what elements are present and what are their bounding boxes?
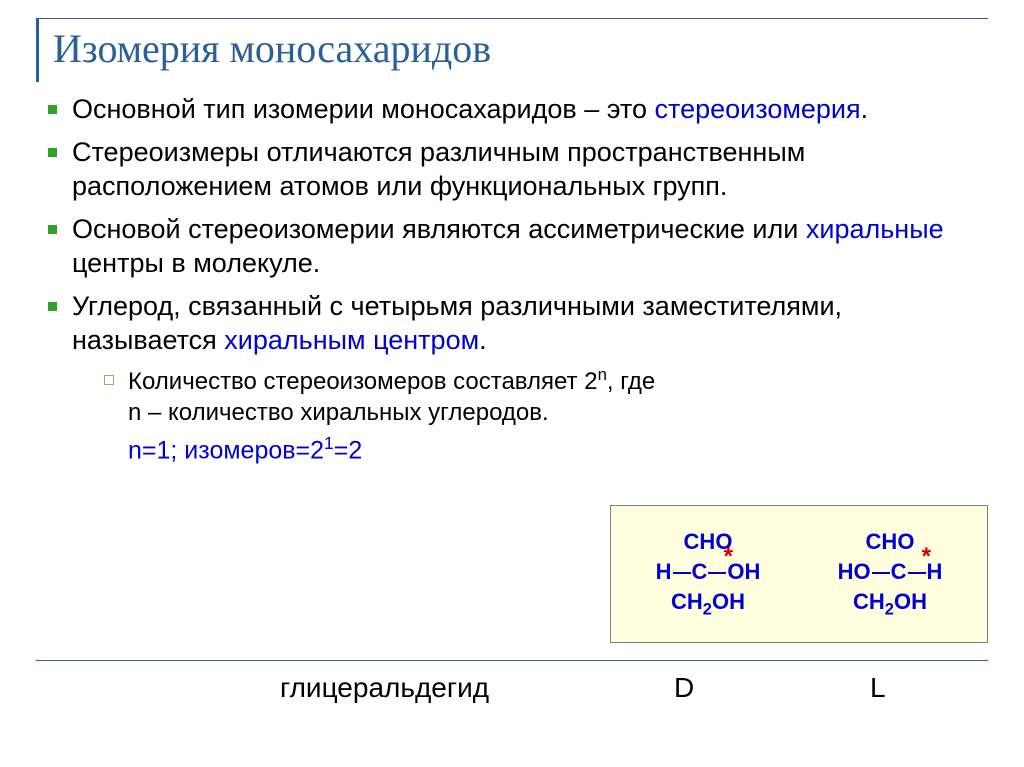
title-bar: Изомерия моносахаридов xyxy=(36,18,988,82)
l-c: C xyxy=(891,559,907,584)
chemistry-box: CHO HCOH * CH2OH CHO HOCH * CH2OH xyxy=(610,505,988,643)
b3-post: центры в молекуле. xyxy=(72,248,320,278)
d-row-center: HCOH * xyxy=(656,557,761,587)
b1-pre: Основной тип изомерии моносахаридов – эт… xyxy=(72,94,655,124)
sub-bullet-list: Количество стереоизомеров составляет 2n,… xyxy=(72,364,988,428)
molecule-l: CHO HOCH * CH2OH xyxy=(838,527,943,620)
l-sub2: 2 xyxy=(885,600,894,618)
b4-term: хиральным центром xyxy=(224,325,479,355)
l-ho: HO xyxy=(838,559,871,584)
b4-post: . xyxy=(479,325,487,355)
d-h: H xyxy=(656,559,672,584)
d-ch2: CH xyxy=(671,589,703,614)
formula-line: n=1; изомеров=21=2 xyxy=(72,432,988,466)
molecule-d: CHO HCOH * CH2OH xyxy=(656,527,761,620)
bond-icon xyxy=(673,572,691,574)
bullet-1: Основной тип изомерии моносахаридов – эт… xyxy=(44,92,988,127)
b1-post: . xyxy=(861,94,869,124)
label-l: L xyxy=(870,672,886,704)
d-row-cho: CHO xyxy=(656,527,761,557)
label-glyceraldehyde: глицеральдегид xyxy=(280,672,489,704)
label-d: D xyxy=(674,672,694,704)
bullet-4: Углерод, связанный с четырьмя различными… xyxy=(44,289,988,467)
bullet-list: Основной тип изомерии моносахаридов – эт… xyxy=(44,92,988,467)
formula-p2: =2 xyxy=(334,437,363,465)
l-oh2: OH xyxy=(894,589,927,614)
b3-term: хиральные xyxy=(806,214,944,244)
bullet-2: Стереоизмеры отличаются различным простр… xyxy=(44,135,988,204)
d-sub2: 2 xyxy=(703,600,712,618)
formula-p1: n=1; изомеров=2 xyxy=(128,437,324,465)
l-ch2: CH xyxy=(853,589,885,614)
content-area: Основной тип изомерии моносахаридов – эт… xyxy=(36,92,988,467)
d-c: C xyxy=(692,559,708,584)
l-row-ch2oh: CH2OH xyxy=(838,587,943,621)
slide-title: Изомерия моносахаридов xyxy=(53,25,988,72)
d-oh2: OH xyxy=(712,589,745,614)
bottom-divider xyxy=(36,660,988,661)
b3-pre: Основой стереоизомерии являются ассиметр… xyxy=(72,214,806,244)
l-row-center: HOCH * xyxy=(838,557,943,587)
formula-sup: 1 xyxy=(324,433,334,453)
star-icon: * xyxy=(922,541,931,573)
bond-icon xyxy=(872,572,890,574)
sub-bullet-1: Количество стереоизомеров составляет 2n,… xyxy=(72,364,988,428)
sub1-sup: n xyxy=(598,365,607,384)
bullet-3: Основой стереоизомерии являются ассиметр… xyxy=(44,212,988,281)
star-icon: * xyxy=(724,541,733,573)
d-row-ch2oh: CH2OH xyxy=(656,587,761,621)
b1-term: стереоизомерия xyxy=(655,94,861,124)
sub1-pre: Количество стереоизомеров составляет 2 xyxy=(128,368,598,395)
